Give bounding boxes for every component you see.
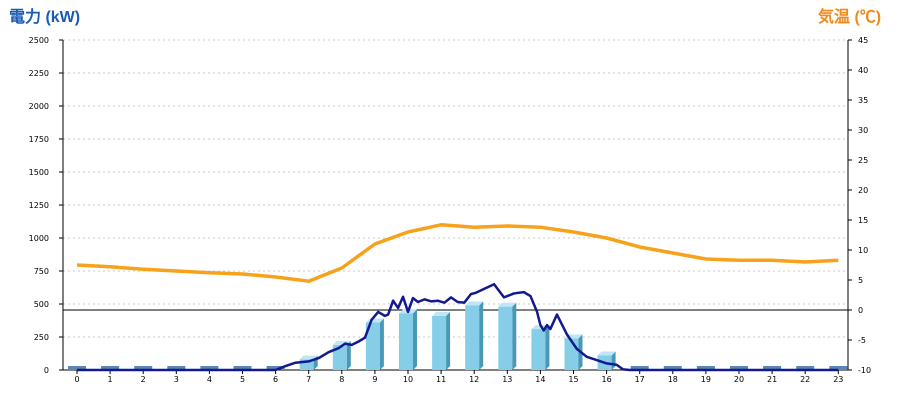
right-tick-label: 35 <box>858 96 868 105</box>
x-tick-label: 9 <box>372 375 377 384</box>
bar-side <box>446 311 451 370</box>
x-tick-label: 14 <box>535 375 545 384</box>
gridlines <box>63 39 848 338</box>
bar-baseline-marker <box>167 366 186 369</box>
right-tick-label: 30 <box>858 126 868 135</box>
right-tick-label: 0 <box>858 306 863 315</box>
bar <box>299 359 314 370</box>
x-tick-label: 17 <box>635 375 645 384</box>
bar-side <box>512 302 517 370</box>
bar <box>365 322 380 370</box>
left-tick-label: 1500 <box>29 168 49 177</box>
bar-top <box>299 355 318 360</box>
left-axis-title: 電力 (kW) <box>9 7 80 26</box>
x-tick-label: 20 <box>734 375 744 384</box>
bar-baseline-marker <box>630 366 649 369</box>
left-tick-label: 750 <box>34 267 49 276</box>
bar-side <box>545 325 550 370</box>
axes <box>59 39 852 374</box>
right-tick-label: 15 <box>858 216 868 225</box>
right-tick-label: 45 <box>858 36 868 45</box>
left-tick-label: 1250 <box>29 201 49 210</box>
x-tick-label: 12 <box>469 375 479 384</box>
bar-baseline-marker <box>266 366 285 369</box>
x-tick-label: 23 <box>833 375 843 384</box>
bar <box>531 329 546 370</box>
line-series <box>76 223 839 372</box>
bar-side <box>379 318 384 370</box>
x-tick-label: 7 <box>306 375 311 384</box>
x-tick-label: 21 <box>767 375 777 384</box>
left-tick-label: 0 <box>44 366 49 375</box>
bar-top <box>432 311 451 316</box>
x-tick-label: 11 <box>436 375 446 384</box>
bar-side <box>413 309 417 370</box>
x-tick-label: 18 <box>668 375 678 384</box>
left-tick-label: 250 <box>34 333 49 342</box>
x-tick-label: 16 <box>602 375 612 384</box>
bar <box>498 306 513 370</box>
x-tick-label: 19 <box>701 375 711 384</box>
power-line <box>77 282 839 372</box>
bar <box>399 313 413 370</box>
bar-baseline-marker <box>696 366 715 369</box>
right-tick-label: -5 <box>858 336 866 345</box>
bar-series <box>68 301 848 370</box>
left-tick-label: 1750 <box>29 135 49 144</box>
bar-baseline-marker <box>101 366 120 369</box>
temperature-line <box>76 223 839 283</box>
x-tick-label: 6 <box>273 375 278 384</box>
right-tick-label: 20 <box>858 186 868 195</box>
x-tick-label: 1 <box>108 375 113 384</box>
bar-top <box>498 302 517 307</box>
left-tick-label: 2000 <box>29 102 49 111</box>
x-tick-label: 15 <box>568 375 578 384</box>
bar-baseline-marker <box>763 366 782 369</box>
right-tick-label: 5 <box>858 276 863 285</box>
x-tick-label: 22 <box>800 375 810 384</box>
bar-baseline-marker <box>68 366 86 369</box>
bar-baseline-marker <box>663 366 682 369</box>
x-tick-label: 8 <box>339 375 344 384</box>
bar-baseline-marker <box>233 366 252 369</box>
bar <box>465 305 480 370</box>
right-tick-label: 10 <box>858 246 868 255</box>
bar-baseline-marker <box>134 366 153 369</box>
x-tick-label: 0 <box>74 375 79 384</box>
left-tick-label: 1000 <box>29 234 49 243</box>
bar-side <box>479 301 484 370</box>
bar <box>332 344 347 370</box>
bar-baseline-marker <box>796 366 815 369</box>
x-tick-label: 3 <box>174 375 179 384</box>
bar-top <box>597 351 616 356</box>
bar-baseline-marker <box>829 366 848 369</box>
x-tick-label: 5 <box>240 375 245 384</box>
right-tick-label: -10 <box>858 366 871 375</box>
bar-top <box>465 301 484 306</box>
x-tick-label: 2 <box>141 375 146 384</box>
x-tick-label: 10 <box>403 375 413 384</box>
bar-baseline-marker <box>730 366 748 369</box>
bar-side <box>346 340 351 370</box>
x-tick-label: 13 <box>502 375 512 384</box>
right-tick-label: 25 <box>858 156 868 165</box>
bar-baseline-marker <box>200 366 219 369</box>
right-tick-label: 40 <box>858 66 868 75</box>
left-tick-label: 2500 <box>29 36 49 45</box>
left-tick-label: 2250 <box>29 69 49 78</box>
bar <box>432 315 447 370</box>
right-axis-title: 気温 (℃) <box>818 7 881 26</box>
tick-labels: 02505007501000125015001750200022502500-1… <box>29 36 871 384</box>
x-tick-label: 4 <box>207 375 212 384</box>
left-tick-label: 500 <box>34 300 49 309</box>
